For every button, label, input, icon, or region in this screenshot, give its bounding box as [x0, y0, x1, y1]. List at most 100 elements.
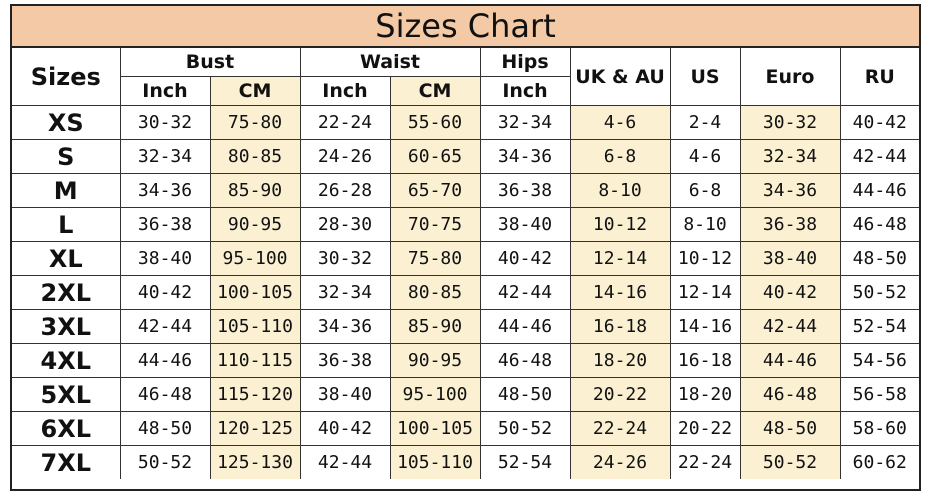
header-bust-cm: CM — [209, 76, 301, 106]
waist-inch-cell: 40-42 — [299, 411, 391, 446]
table-row: 5XL 46-48 115-120 38-40 95-100 48-50 20-22 18-2… — [12, 377, 920, 412]
us-cell: 16-18 — [669, 343, 741, 378]
waist-cm-cell: 90-95 — [389, 343, 481, 378]
ru-cell: 54-56 — [839, 343, 920, 378]
size-label: 4XL — [12, 343, 121, 378]
waist-inch-cell: 22-24 — [299, 105, 391, 140]
size-label: L — [12, 207, 121, 242]
uk-au-cell: 4-6 — [569, 105, 671, 140]
uk-au-cell: 16-18 — [569, 309, 671, 344]
hips-inch-cell: 50-52 — [479, 411, 571, 446]
size-label: XS — [12, 105, 121, 140]
size-label: 6XL — [12, 411, 121, 446]
ru-cell: 56-58 — [839, 377, 920, 412]
table-row: L 36-38 90-95 28-30 70-75 38-40 10-12 8-10 36-38… — [12, 207, 920, 242]
size-table: Sizes Bust Waist Hips UK & AU US Euro RU… — [12, 48, 920, 479]
waist-cm-cell: 95-100 — [389, 377, 481, 412]
table-row: 3XL 42-44 105-110 34-36 85-90 44-46 16-18 14-16… — [12, 309, 920, 344]
waist-inch-cell: 30-32 — [299, 241, 391, 276]
table-row: 4XL 44-46 110-115 36-38 90-95 46-48 18-20 16-18… — [12, 343, 920, 378]
hips-inch-cell: 48-50 — [479, 377, 571, 412]
us-cell: 8-10 — [669, 207, 741, 242]
hips-inch-cell: 38-40 — [479, 207, 571, 242]
uk-au-cell: 14-16 — [569, 275, 671, 310]
table-row: XS 30-32 75-80 22-24 55-60 32-34 4-6 2-4 30-32 40… — [12, 105, 920, 140]
size-label: S — [12, 139, 121, 174]
header-waist-cm: CM — [389, 76, 481, 106]
ru-cell: 40-42 — [839, 105, 920, 140]
bust-inch-cell: 40-42 — [119, 275, 211, 310]
uk-au-cell: 20-22 — [569, 377, 671, 412]
bust-cm-cell: 120-125 — [209, 411, 301, 446]
size-label: 3XL — [12, 309, 121, 344]
us-cell: 14-16 — [669, 309, 741, 344]
header-sizes: Sizes — [12, 48, 121, 106]
header-hips-inch: Inch — [479, 76, 571, 106]
bust-cm-cell: 125-130 — [209, 445, 301, 479]
us-cell: 4-6 — [669, 139, 741, 174]
waist-cm-cell: 55-60 — [389, 105, 481, 140]
waist-cm-cell: 65-70 — [389, 173, 481, 208]
euro-cell: 32-34 — [739, 139, 841, 174]
ru-cell: 58-60 — [839, 411, 920, 446]
bust-cm-cell: 85-90 — [209, 173, 301, 208]
size-label: XL — [12, 241, 121, 276]
bust-inch-cell: 34-36 — [119, 173, 211, 208]
waist-inch-cell: 28-30 — [299, 207, 391, 242]
waist-inch-cell: 26-28 — [299, 173, 391, 208]
header-euro: Euro — [739, 48, 841, 106]
size-label: 2XL — [12, 275, 121, 310]
us-cell: 2-4 — [669, 105, 741, 140]
waist-inch-cell: 32-34 — [299, 275, 391, 310]
table-row: 7XL 50-52 125-130 42-44 105-110 52-54 24-26 22-… — [12, 445, 920, 479]
size-label: M — [12, 173, 121, 208]
euro-cell: 50-52 — [739, 445, 841, 479]
uk-au-cell: 8-10 — [569, 173, 671, 208]
table-row: XL 38-40 95-100 30-32 75-80 40-42 12-14 10-12 38… — [12, 241, 920, 276]
waist-inch-cell: 38-40 — [299, 377, 391, 412]
hips-inch-cell: 40-42 — [479, 241, 571, 276]
ru-cell: 42-44 — [839, 139, 920, 174]
ru-cell: 44-46 — [839, 173, 920, 208]
waist-inch-cell: 36-38 — [299, 343, 391, 378]
bust-inch-cell: 36-38 — [119, 207, 211, 242]
euro-cell: 46-48 — [739, 377, 841, 412]
bust-inch-cell: 32-34 — [119, 139, 211, 174]
header-uk-au: UK & AU — [569, 48, 671, 106]
table-row: M 34-36 85-90 26-28 65-70 36-38 8-10 6-8 34-36 44… — [12, 173, 920, 208]
uk-au-cell: 10-12 — [569, 207, 671, 242]
euro-cell: 30-32 — [739, 105, 841, 140]
bust-inch-cell: 30-32 — [119, 105, 211, 140]
header-bust-inch: Inch — [120, 76, 211, 106]
bust-inch-cell: 48-50 — [119, 411, 211, 446]
us-cell: 6-8 — [669, 173, 741, 208]
euro-cell: 36-38 — [739, 207, 841, 242]
table-row: S 32-34 80-85 24-26 60-65 34-36 6-8 4-6 32-34 42-… — [12, 139, 920, 174]
uk-au-cell: 6-8 — [569, 139, 671, 174]
bust-inch-cell: 38-40 — [119, 241, 211, 276]
euro-cell: 48-50 — [739, 411, 841, 446]
bust-cm-cell: 75-80 — [209, 105, 301, 140]
hips-inch-cell: 32-34 — [479, 105, 571, 140]
header-bust: Bust — [119, 48, 301, 77]
table-row: 2XL 40-42 100-105 32-34 80-85 42-44 14-16 12-14… — [12, 275, 920, 310]
size-rows: XS 30-32 75-80 22-24 55-60 32-34 4-6 2-4 30-32 40… — [12, 105, 920, 479]
bust-inch-cell: 42-44 — [119, 309, 211, 344]
waist-cm-cell: 105-110 — [389, 445, 481, 479]
ru-cell: 50-52 — [839, 275, 920, 310]
hips-inch-cell: 44-46 — [479, 309, 571, 344]
header-us: US — [669, 48, 741, 106]
uk-au-cell: 12-14 — [569, 241, 671, 276]
waist-inch-cell: 42-44 — [299, 445, 391, 479]
bust-inch-cell: 50-52 — [119, 445, 211, 479]
waist-cm-cell: 75-80 — [389, 241, 481, 276]
bust-cm-cell: 90-95 — [209, 207, 301, 242]
waist-cm-cell: 100-105 — [389, 411, 481, 446]
bust-cm-cell: 105-110 — [209, 309, 301, 344]
bust-inch-cell: 44-46 — [119, 343, 211, 378]
bust-cm-cell: 115-120 — [209, 377, 301, 412]
uk-au-cell: 24-26 — [569, 445, 671, 479]
size-chart: Sizes Chart Sizes Bust Waist Hips UK & A… — [10, 4, 921, 491]
us-cell: 18-20 — [669, 377, 741, 412]
bust-cm-cell: 95-100 — [209, 241, 301, 276]
